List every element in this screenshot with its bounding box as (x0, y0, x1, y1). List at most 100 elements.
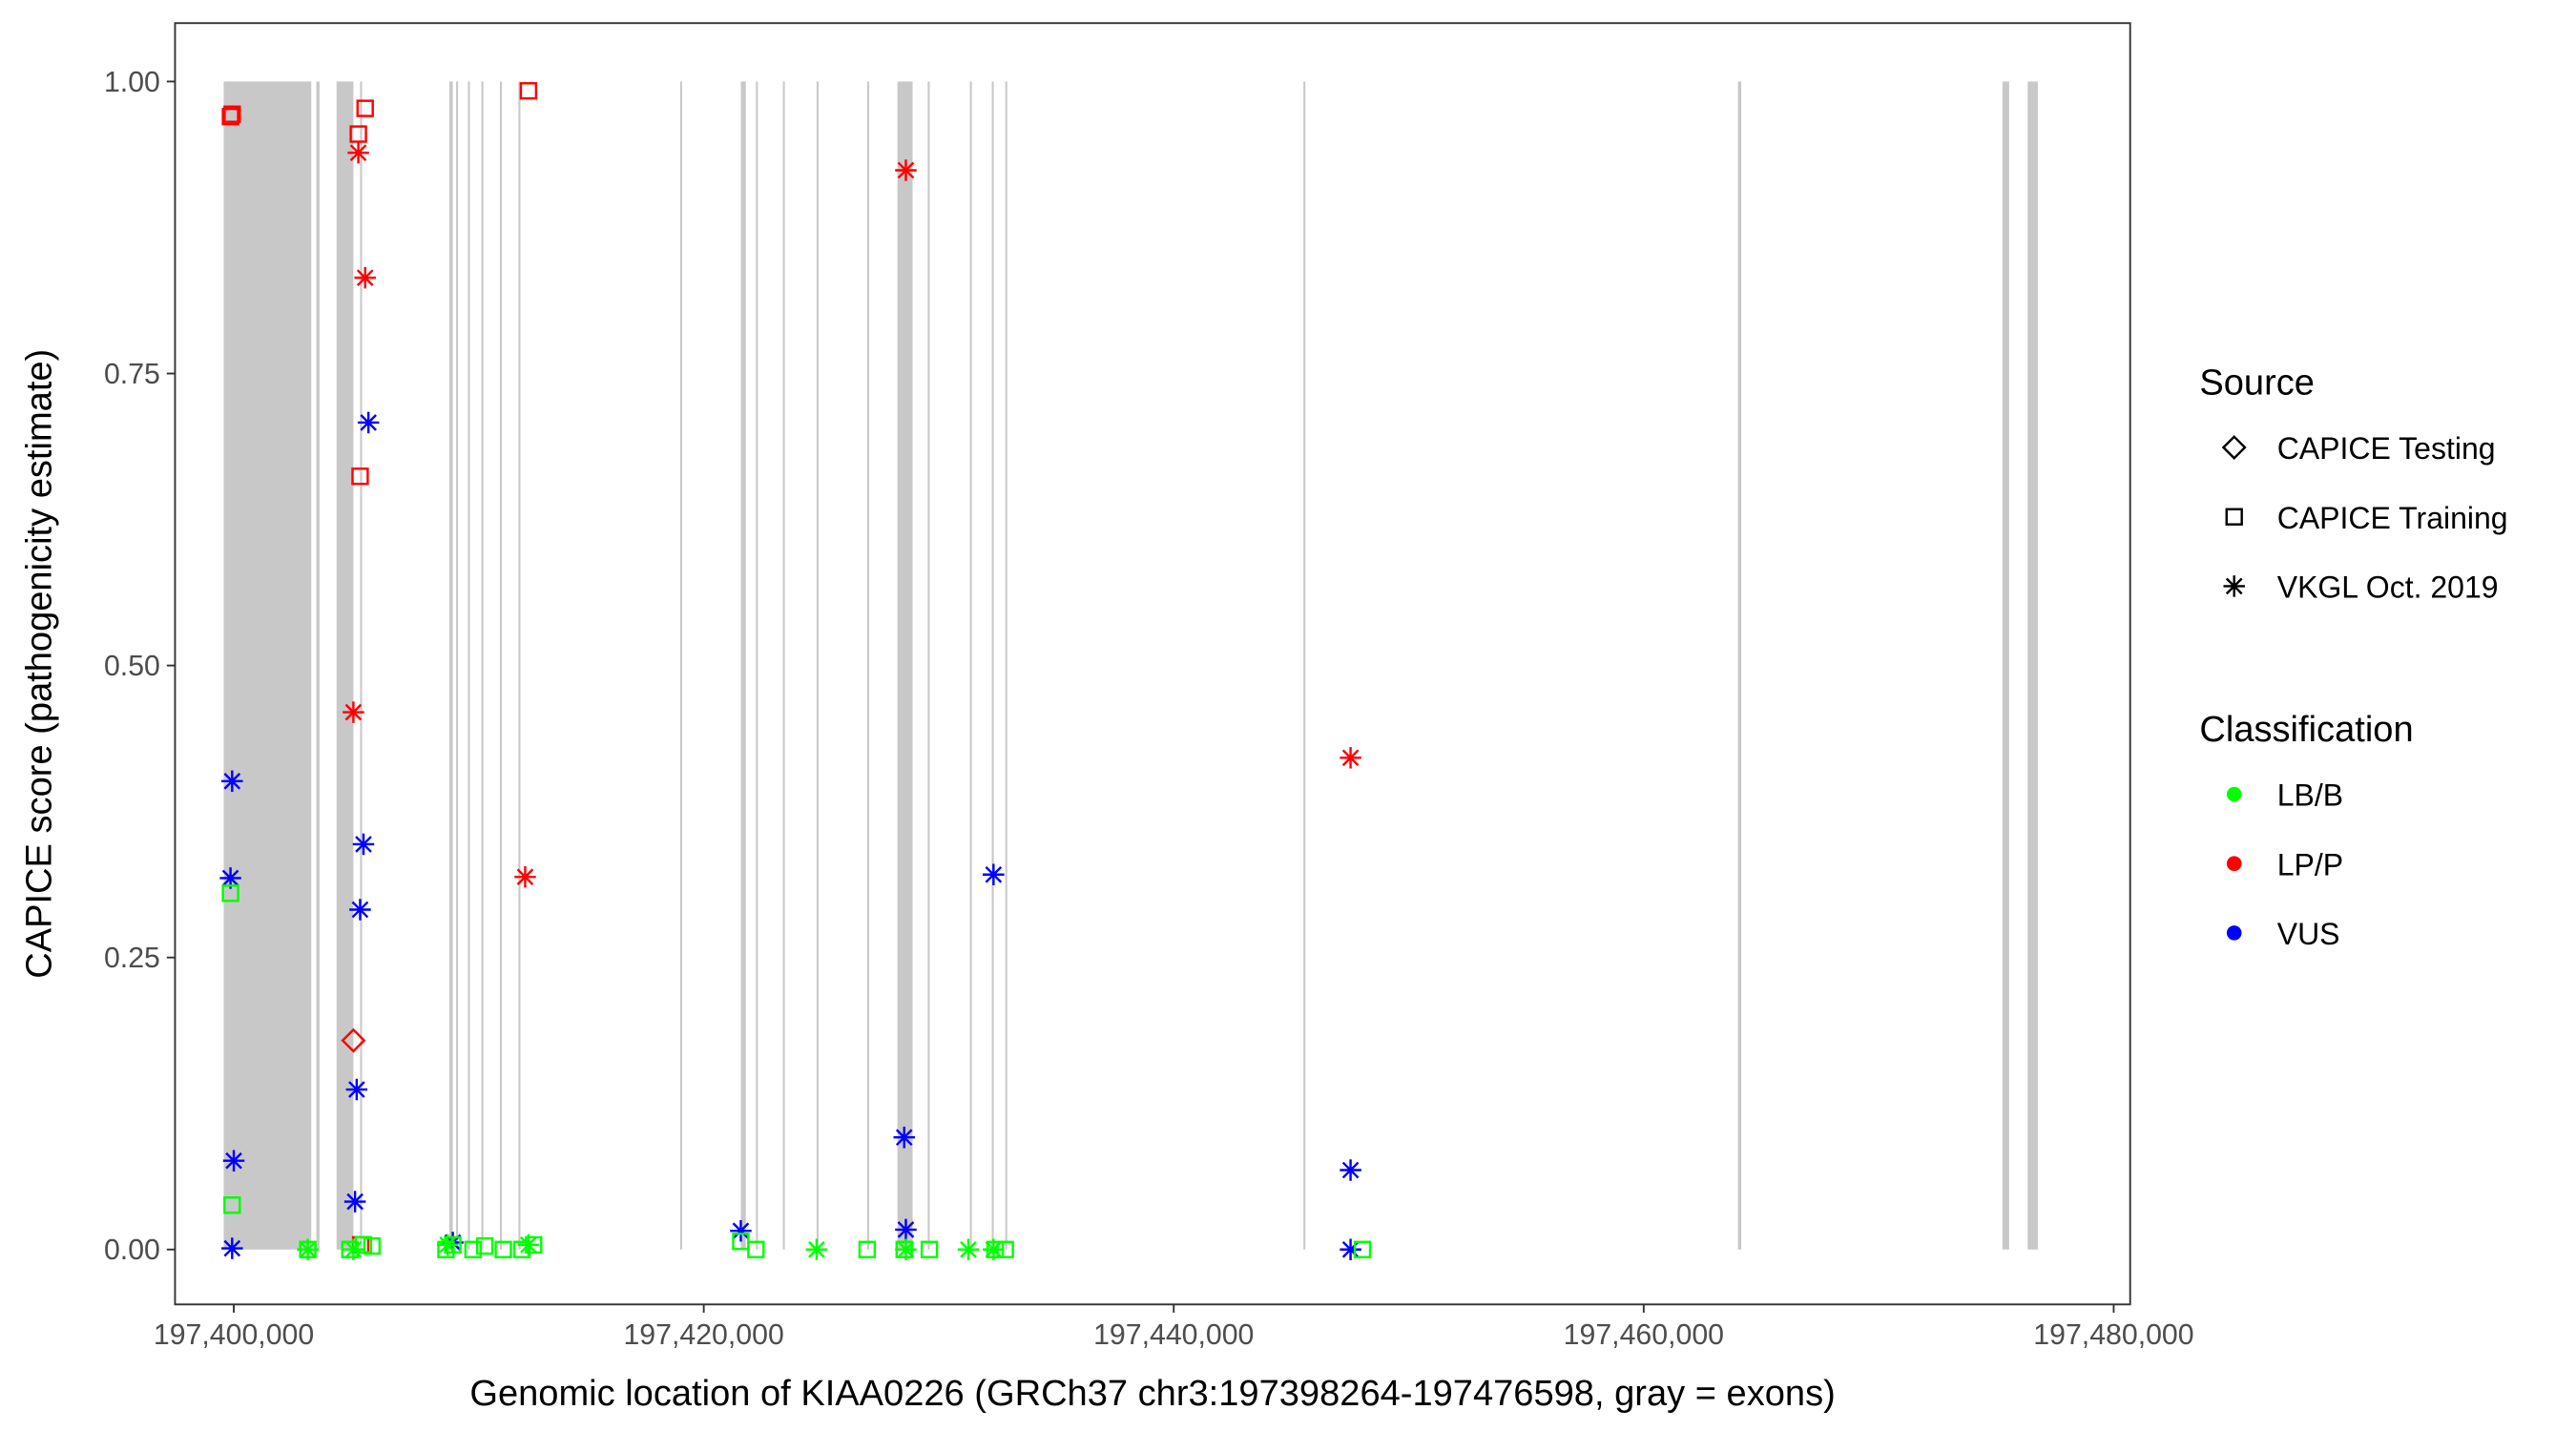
data-points (219, 82, 1372, 1261)
legend-source-label: CAPICE Testing (2277, 431, 2496, 466)
data-point (354, 266, 376, 289)
asterisk-stroke (348, 1081, 365, 1098)
data-point (517, 1234, 540, 1256)
asterisk-stroke (225, 1151, 242, 1170)
asterisk-stroke (985, 865, 1003, 883)
y-tick-label: 0.75 (104, 359, 160, 390)
asterisk-stroke (732, 1222, 750, 1239)
data-point (351, 467, 369, 486)
data-point (223, 105, 241, 123)
asterisk-stroke (360, 414, 377, 431)
legend-source-label: CAPICE Training (2277, 501, 2508, 535)
exon-band (756, 81, 758, 1250)
asterisk-stroke (223, 1239, 241, 1257)
exon-band (316, 81, 320, 1250)
data-point (436, 1234, 459, 1256)
asterisk-stroke (349, 144, 367, 161)
legend: Source CAPICE Testing CAPICE Training VKGL… (2199, 363, 2507, 951)
asterisk-stroke (808, 1240, 825, 1258)
data-point (957, 1238, 980, 1261)
exon-band (456, 81, 459, 1250)
exon-band (927, 81, 930, 1250)
exon-band (2002, 81, 2009, 1250)
data-point (519, 82, 538, 100)
data-point (893, 1126, 915, 1149)
asterisk-stroke (221, 869, 239, 887)
asterisk-stroke (346, 1192, 364, 1211)
x-tick-label: 197,420,000 (623, 1319, 783, 1351)
exon-band (449, 81, 453, 1250)
data-point (357, 411, 380, 434)
data-point (475, 1236, 494, 1255)
asterisk-stroke (516, 868, 534, 886)
data-point (341, 1027, 366, 1053)
legend-source-label: VKGL Oct. 2019 (2277, 570, 2499, 605)
data-point (1340, 747, 1361, 769)
y-axis-title: CAPICE score (pathogenicity estimate) (20, 349, 60, 979)
data-point (297, 1238, 319, 1261)
data-point (983, 1238, 1005, 1261)
asterisk-stroke (344, 1240, 363, 1258)
asterisk-stroke (897, 1240, 915, 1258)
data-point (356, 99, 374, 117)
data-point (464, 1240, 482, 1258)
exon-band (499, 81, 503, 1250)
data-point (1353, 1240, 1372, 1258)
asterisk-stroke (344, 703, 363, 721)
data-point (895, 1238, 917, 1261)
asterisk-stroke (520, 1236, 537, 1254)
data-point (805, 1238, 828, 1261)
data-point (343, 701, 364, 723)
legend-key-dot (2226, 786, 2242, 802)
asterisk-stroke (960, 1240, 977, 1258)
exon-band (740, 81, 746, 1250)
legend-source-title: Source (2199, 363, 2315, 404)
data-point (347, 141, 369, 164)
exon-band (679, 81, 682, 1250)
exon-band (1737, 81, 1742, 1250)
exon-band (816, 81, 819, 1250)
asterisk-stroke (356, 269, 374, 286)
data-point (219, 867, 241, 889)
exon-bands (223, 81, 2038, 1250)
data-point (349, 899, 371, 921)
data-point (221, 108, 239, 126)
legend-class-label: LB/B (2277, 778, 2343, 813)
exon-band (782, 81, 785, 1250)
exon-band (518, 81, 521, 1250)
data-point (349, 125, 367, 143)
data-point (730, 1219, 752, 1242)
data-point (345, 1078, 368, 1101)
data-point (858, 1240, 877, 1258)
asterisk-stroke (895, 1129, 913, 1147)
data-point (747, 1240, 765, 1258)
x-axis-title: Genomic location of KIAA0226 (GRCh37 chr… (469, 1374, 1835, 1414)
data-point (223, 1196, 241, 1214)
asterisk-stroke (439, 1236, 456, 1254)
asterisk-stroke (897, 161, 915, 179)
data-point (221, 884, 239, 902)
plot-panel-border (174, 22, 2131, 1306)
exon-band (481, 81, 484, 1250)
y-tick-label: 0.00 (104, 1234, 160, 1266)
exon-band (336, 81, 354, 1250)
data-point (352, 833, 375, 856)
data-point (514, 865, 536, 888)
exon-band (467, 81, 470, 1250)
data-point (1340, 1159, 1361, 1181)
data-point (221, 1237, 243, 1259)
x-tick-label: 197,460,000 (1564, 1319, 1724, 1351)
legend-key-diamond (2221, 435, 2247, 460)
exon-band (1303, 81, 1306, 1250)
asterisk-stroke (1341, 1161, 1360, 1179)
exon-band (897, 81, 913, 1250)
legend-key-dot (2226, 925, 2242, 941)
data-point (983, 863, 1005, 886)
y-axis: 0.00 0.25 0.50 0.75 1.00 (104, 67, 176, 1266)
data-point (221, 770, 243, 793)
data-point (895, 1218, 917, 1241)
asterisk-stroke (299, 1240, 317, 1258)
x-tick-label: 197,480,000 (2033, 1319, 2193, 1351)
x-tick-label: 197,400,000 (154, 1319, 314, 1351)
